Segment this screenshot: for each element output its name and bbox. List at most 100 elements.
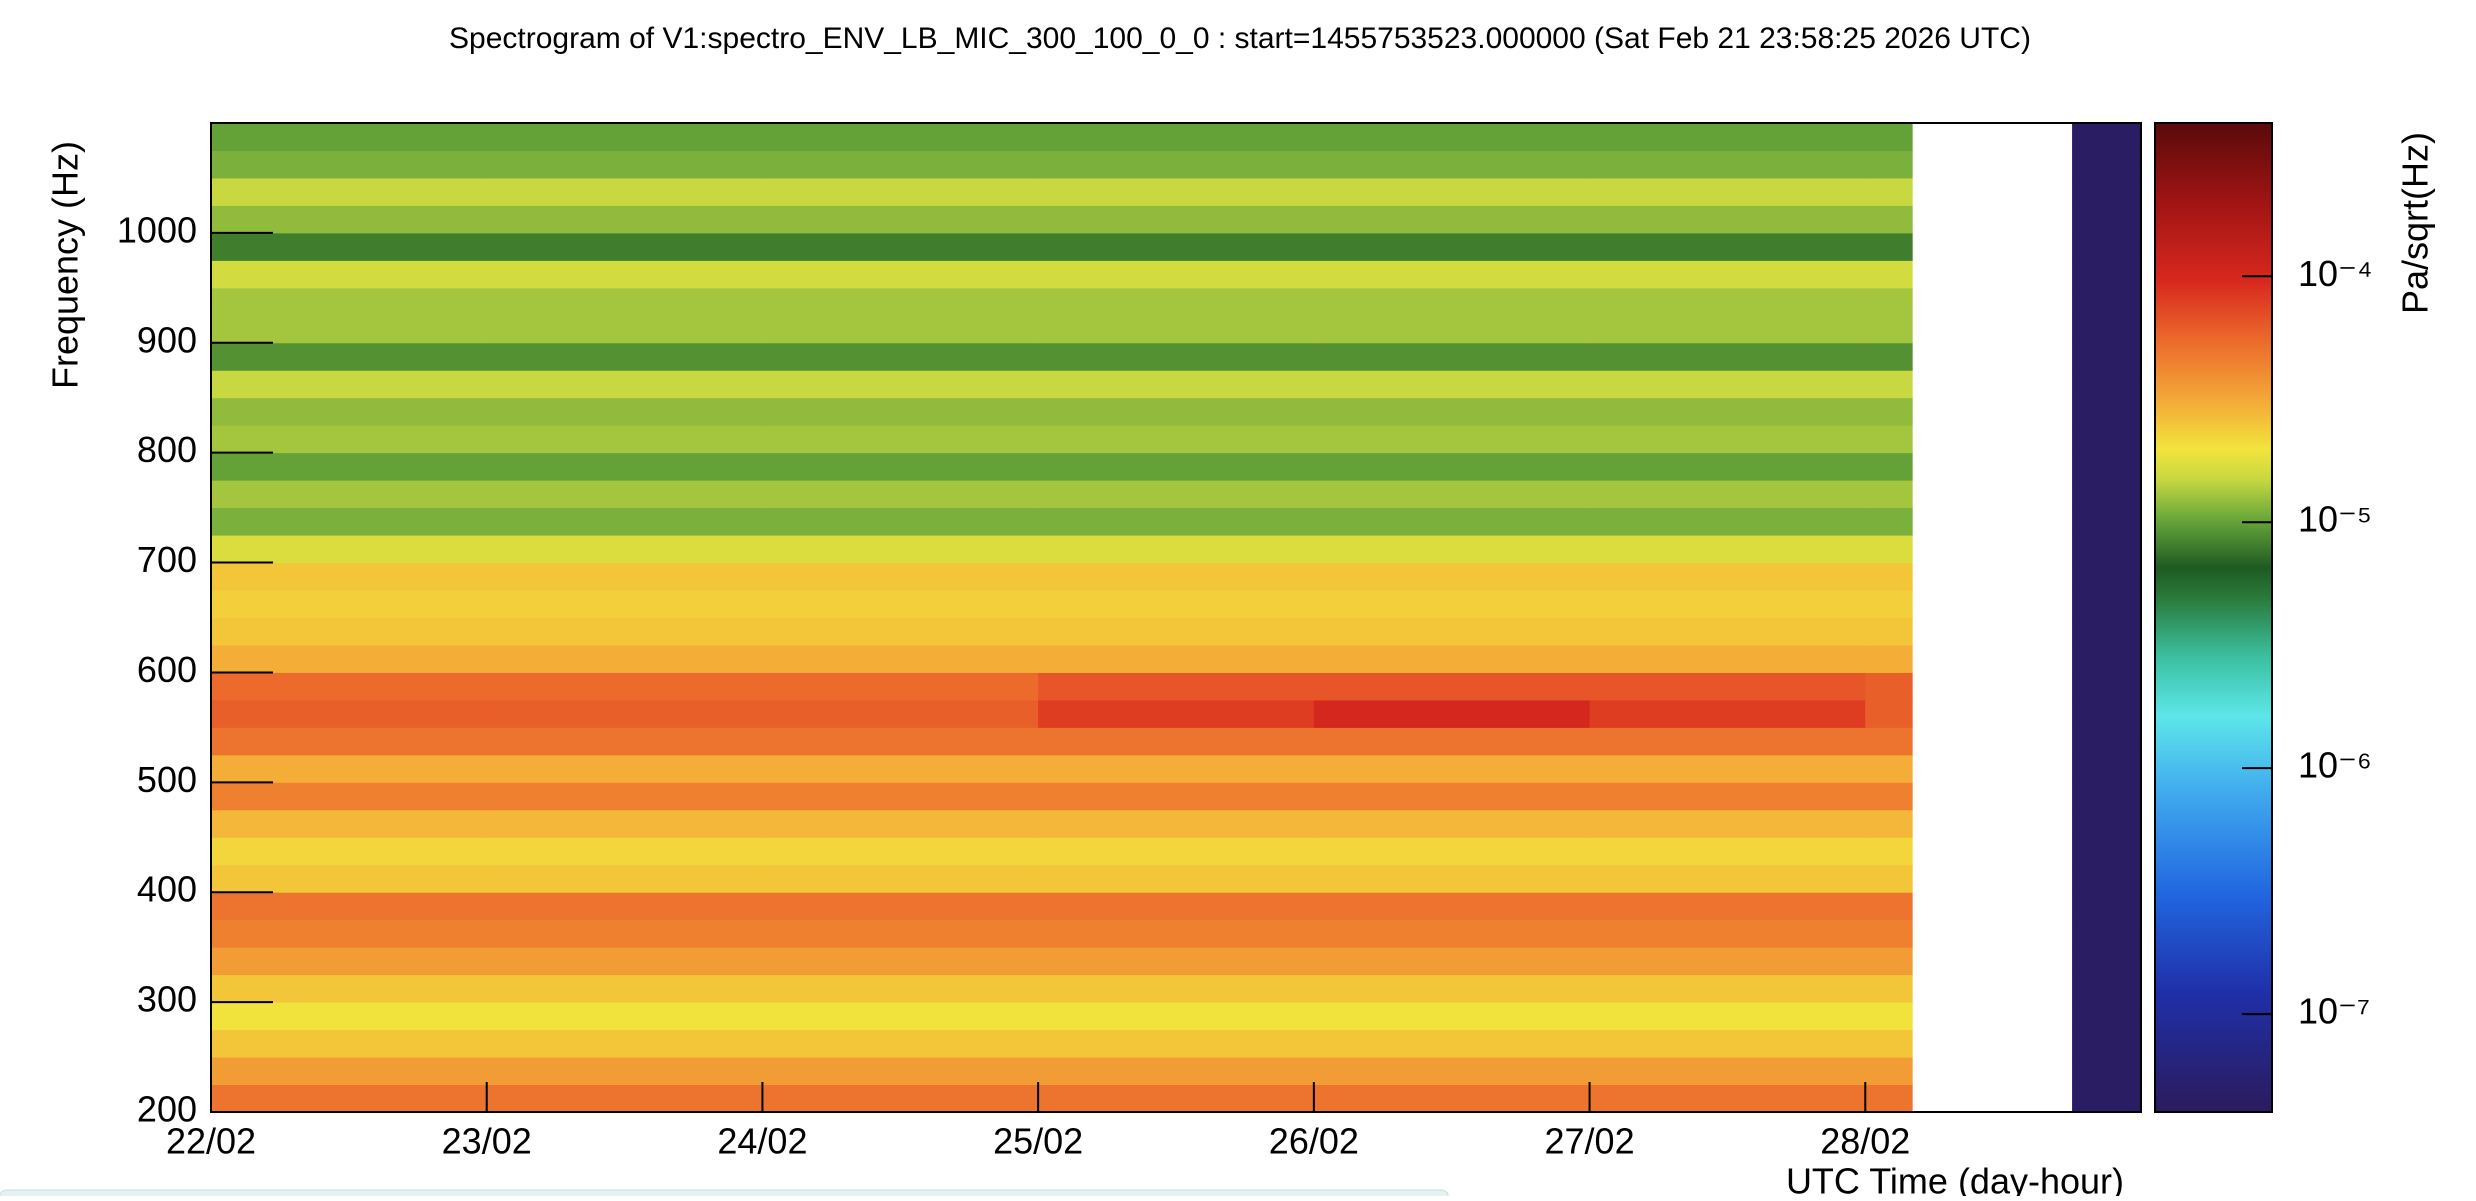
- heatmap-cell: [762, 150, 1039, 179]
- axes: 200 300 400 500 600 700 800 900 1000 22/02 23/02 24…: [117, 122, 2373, 1162]
- heatmap-cell: [762, 837, 1039, 866]
- colorbar-tick-label: 10⁻⁶: [2298, 745, 2372, 786]
- heatmap-cell: [2072, 1057, 2142, 1086]
- heatmap-cell: [762, 342, 1039, 371]
- x-tick-label: 26/02: [1269, 1121, 1359, 1162]
- heatmap-cell: [1865, 397, 1913, 426]
- heatmap-cell: [2072, 370, 2142, 399]
- heatmap-cell: [2072, 892, 2142, 921]
- heatmap-cell: [2072, 617, 2142, 646]
- heatmap-cell: [211, 397, 488, 426]
- heatmap-cell: [1865, 617, 1913, 646]
- heatmap-cell: [762, 287, 1039, 316]
- chart-title: Spectrogram of V1:spectro_ENV_LB_MIC_300…: [449, 22, 2031, 55]
- heatmap-cell: [1589, 644, 1866, 673]
- heatmap-cell: [211, 562, 488, 591]
- heatmap-cell: [1038, 425, 1315, 454]
- heatmap-cell: [1589, 562, 1866, 591]
- heatmap-cell: [1313, 452, 1591, 481]
- heatmap-cell: [762, 177, 1039, 206]
- heatmap-cell: [1589, 535, 1866, 564]
- heatmap-cell: [2072, 919, 2142, 948]
- heatmap-cell: [1313, 507, 1591, 536]
- heatmap-cell: [2072, 864, 2142, 893]
- y-tick-label: 800: [137, 429, 197, 470]
- heatmap-cell: [762, 590, 1039, 618]
- heatmap-cell: [2072, 315, 2142, 344]
- heatmap-cell: [1865, 809, 1913, 838]
- heatmap-cell: [1589, 342, 1866, 371]
- heatmap-cell: [1589, 370, 1866, 399]
- heatmap-cell: [1313, 644, 1591, 673]
- heatmap-cell: [1589, 892, 1866, 921]
- heatmap-cell: [2072, 205, 2142, 234]
- heatmap-cell: [1865, 123, 1913, 151]
- heatmap-cell: [2072, 672, 2142, 701]
- heatmap-cell: [2072, 809, 2142, 838]
- heatmap-cell: [2072, 232, 2142, 261]
- heatmap-cell: [1865, 672, 1913, 701]
- heatmap-cell: [1865, 892, 1913, 921]
- heatmap-cell: [211, 699, 488, 728]
- heatmap-cell: [1865, 232, 1913, 261]
- y-tick-label: 1000: [117, 209, 197, 250]
- y-tick-label: 900: [137, 319, 197, 360]
- heatmap-cell: [762, 370, 1039, 399]
- heatmap-cell: [1589, 1002, 1866, 1031]
- heatmap-cell: [1313, 205, 1591, 234]
- heatmap-cell: [1589, 507, 1866, 536]
- heatmap-cell: [762, 864, 1039, 893]
- heatmap-cell: [1589, 809, 1866, 838]
- heatmap-cell: [762, 535, 1039, 564]
- heatmap-cell: [486, 754, 763, 783]
- heatmap-cell: [1313, 1002, 1591, 1031]
- heatmap-cell: [486, 507, 763, 536]
- heatmap-cell: [1865, 315, 1913, 344]
- heatmap-cell: [1865, 782, 1913, 811]
- heatmap-cell: [762, 452, 1039, 481]
- y-tick-label: 500: [137, 759, 197, 800]
- heatmap-cell: [486, 644, 763, 673]
- y-tick-label: 200: [137, 1089, 197, 1130]
- heatmap-cell: [1313, 864, 1591, 893]
- heatmap-cell: [1038, 205, 1315, 234]
- heatmap-cell: [762, 205, 1039, 234]
- heatmap-cell: [1038, 947, 1315, 976]
- heatmap-cell: [211, 123, 488, 151]
- heatmap-cell: [1865, 699, 1913, 728]
- heatmap-cell: [1313, 809, 1591, 838]
- x-tick-label: 24/02: [717, 1121, 807, 1162]
- heatmap-cell: [486, 1084, 763, 1113]
- heatmap-cell: [1038, 974, 1315, 1003]
- heatmap-cell: [486, 809, 763, 838]
- heatmap-cell: [1865, 205, 1913, 234]
- heatmap-cell: [486, 260, 763, 289]
- heatmap-cell: [2072, 123, 2142, 151]
- heatmap-cell: [762, 1029, 1039, 1058]
- heatmap-cell: [211, 947, 488, 976]
- x-tick-label: 25/02: [993, 1121, 1083, 1162]
- heatmap-cell: [211, 287, 488, 316]
- heatmap-cell: [1038, 699, 1315, 728]
- heatmap-cell: [1865, 425, 1913, 454]
- heatmap: [211, 123, 2142, 1113]
- heatmap-cell: [486, 205, 763, 234]
- heatmap-cell: [1589, 1057, 1866, 1086]
- heatmap-cell: [1313, 754, 1591, 783]
- heatmap-cell: [762, 1084, 1039, 1113]
- heatmap-cell: [211, 590, 488, 618]
- heatmap-cell: [1313, 177, 1591, 206]
- heatmap-cell: [1313, 370, 1591, 399]
- heatmap-cell: [1038, 342, 1315, 371]
- heatmap-cell: [1865, 260, 1913, 289]
- plot-frame: [210, 122, 2142, 1113]
- heatmap-cell: [2072, 1084, 2142, 1113]
- heatmap-cell: [1865, 370, 1913, 399]
- heatmap-cell: [1865, 837, 1913, 866]
- heatmap-cell: [1589, 864, 1866, 893]
- heatmap-cell: [1038, 754, 1315, 783]
- heatmap-cell: [1865, 864, 1913, 893]
- heatmap-cell: [1038, 590, 1315, 618]
- heatmap-cell: [2072, 480, 2142, 509]
